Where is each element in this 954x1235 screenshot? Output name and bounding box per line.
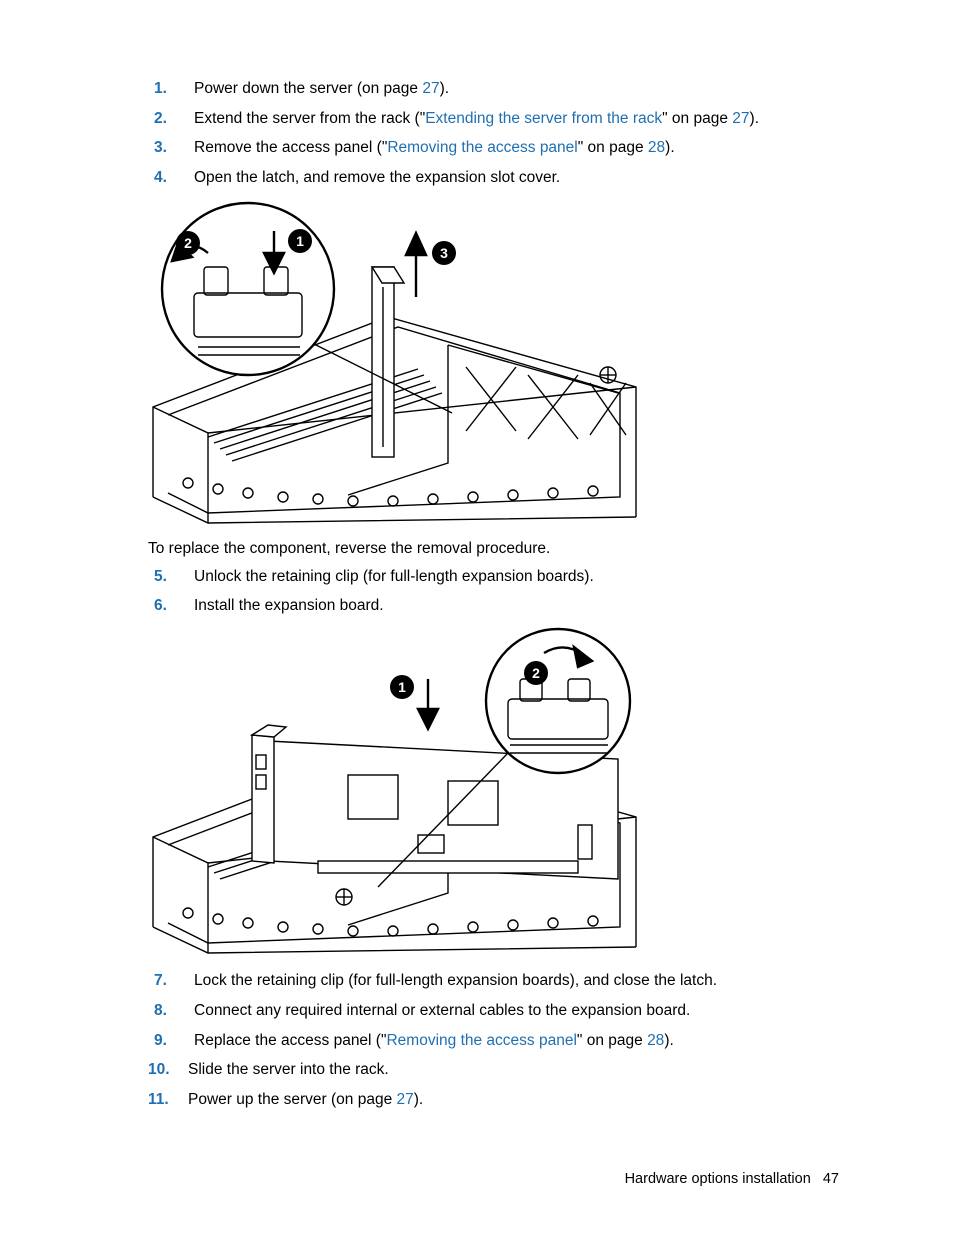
step-number: 11. bbox=[148, 1089, 188, 1111]
step-item: 10. Slide the server into the rack. bbox=[148, 1059, 839, 1081]
page-xref[interactable]: 28 bbox=[648, 139, 665, 156]
callout-2: 2 bbox=[532, 665, 540, 681]
step-text: Extend the server from the rack ("Extend… bbox=[194, 108, 839, 130]
page-xref[interactable]: 27 bbox=[397, 1091, 414, 1108]
step-item: 2. Extend the server from the rack ("Ext… bbox=[148, 108, 839, 130]
step-number: 1. bbox=[148, 78, 194, 100]
step-number: 3. bbox=[148, 137, 194, 159]
footer-page-number: 47 bbox=[823, 1171, 839, 1187]
step-item: 7. Lock the retaining clip (for full-len… bbox=[148, 970, 839, 992]
callout-3: 3 bbox=[440, 245, 448, 261]
callout-1: 1 bbox=[398, 679, 406, 695]
figure-remove-slot-cover: 3 bbox=[148, 197, 839, 532]
document-page: 1. Power down the server (on page 27). 2… bbox=[0, 0, 954, 1235]
step-number: 8. bbox=[148, 1000, 194, 1022]
step-list-a: 1. Power down the server (on page 27). 2… bbox=[148, 78, 839, 189]
step-text: Connect any required internal or externa… bbox=[194, 1000, 839, 1022]
callout-1: 1 bbox=[296, 233, 304, 249]
step-text: Install the expansion board. bbox=[194, 595, 839, 617]
step-item: 3. Remove the access panel ("Removing th… bbox=[148, 137, 839, 159]
step-number: 6. bbox=[148, 595, 194, 617]
page-footer: Hardware options installation 47 bbox=[625, 1171, 839, 1187]
step-text: Open the latch, and remove the expansion… bbox=[194, 167, 839, 189]
step-text: Lock the retaining clip (for full-length… bbox=[194, 970, 839, 992]
topic-xref[interactable]: Extending the server from the rack bbox=[425, 110, 662, 127]
page-xref[interactable]: 28 bbox=[647, 1032, 664, 1049]
step-item: 9. Replace the access panel ("Removing t… bbox=[148, 1030, 839, 1052]
step-number: 4. bbox=[148, 167, 194, 189]
step-text: Power up the server (on page 27). bbox=[188, 1089, 839, 1111]
body-paragraph: To replace the component, reverse the re… bbox=[148, 540, 839, 558]
step-number: 7. bbox=[148, 970, 194, 992]
topic-xref[interactable]: Removing the access panel bbox=[386, 1032, 576, 1049]
step-list-c: 7. Lock the retaining clip (for full-len… bbox=[148, 970, 839, 1110]
step-item: 5. Unlock the retaining clip (for full-l… bbox=[148, 566, 839, 588]
step-text: Remove the access panel ("Removing the a… bbox=[194, 137, 839, 159]
step-item: 6. Install the expansion board. bbox=[148, 595, 839, 617]
step-text: Power down the server (on page 27). bbox=[194, 78, 839, 100]
step-item: 4. Open the latch, and remove the expans… bbox=[148, 167, 839, 189]
page-xref[interactable]: 27 bbox=[422, 80, 439, 97]
step-number: 10. bbox=[148, 1059, 188, 1081]
figure-install-board: 1 2 bbox=[148, 625, 839, 962]
figure1-svg: 3 bbox=[148, 197, 640, 527]
step-item: 1. Power down the server (on page 27). bbox=[148, 78, 839, 100]
page-xref[interactable]: 27 bbox=[732, 110, 749, 127]
figure2-svg: 1 2 bbox=[148, 625, 640, 957]
step-number: 2. bbox=[148, 108, 194, 130]
step-item: 11. Power up the server (on page 27). bbox=[148, 1089, 839, 1111]
step-number: 9. bbox=[148, 1030, 194, 1052]
callout-2: 2 bbox=[184, 235, 192, 251]
topic-xref[interactable]: Removing the access panel bbox=[387, 139, 577, 156]
step-text: Slide the server into the rack. bbox=[188, 1059, 839, 1081]
step-text: Unlock the retaining clip (for full-leng… bbox=[194, 566, 839, 588]
step-number: 5. bbox=[148, 566, 194, 588]
step-text: Replace the access panel ("Removing the … bbox=[194, 1030, 839, 1052]
footer-section: Hardware options installation bbox=[625, 1171, 811, 1187]
step-item: 8. Connect any required internal or exte… bbox=[148, 1000, 839, 1022]
step-list-b: 5. Unlock the retaining clip (for full-l… bbox=[148, 566, 839, 617]
